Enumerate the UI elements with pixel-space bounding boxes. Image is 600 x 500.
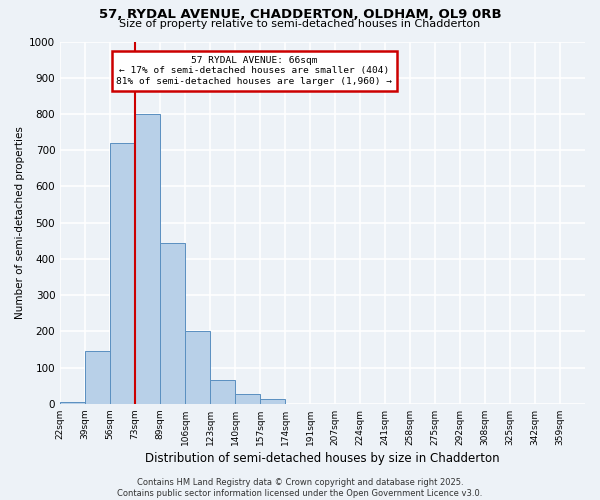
Bar bbox=[235, 394, 260, 404]
Bar bbox=[135, 114, 160, 404]
Y-axis label: Number of semi-detached properties: Number of semi-detached properties bbox=[15, 126, 25, 319]
Bar bbox=[260, 400, 285, 404]
Text: 57 RYDAL AVENUE: 66sqm
← 17% of semi-detached houses are smaller (404)
81% of se: 57 RYDAL AVENUE: 66sqm ← 17% of semi-det… bbox=[116, 56, 392, 86]
Bar bbox=[60, 402, 85, 404]
Text: 57, RYDAL AVENUE, CHADDERTON, OLDHAM, OL9 0RB: 57, RYDAL AVENUE, CHADDERTON, OLDHAM, OL… bbox=[98, 8, 502, 20]
Bar bbox=[85, 352, 110, 404]
Bar bbox=[110, 143, 135, 404]
Text: Contains HM Land Registry data © Crown copyright and database right 2025.
Contai: Contains HM Land Registry data © Crown c… bbox=[118, 478, 482, 498]
Text: Size of property relative to semi-detached houses in Chadderton: Size of property relative to semi-detach… bbox=[119, 19, 481, 29]
X-axis label: Distribution of semi-detached houses by size in Chadderton: Distribution of semi-detached houses by … bbox=[145, 452, 500, 465]
Bar bbox=[185, 332, 210, 404]
Bar bbox=[160, 242, 185, 404]
Bar bbox=[210, 380, 235, 404]
